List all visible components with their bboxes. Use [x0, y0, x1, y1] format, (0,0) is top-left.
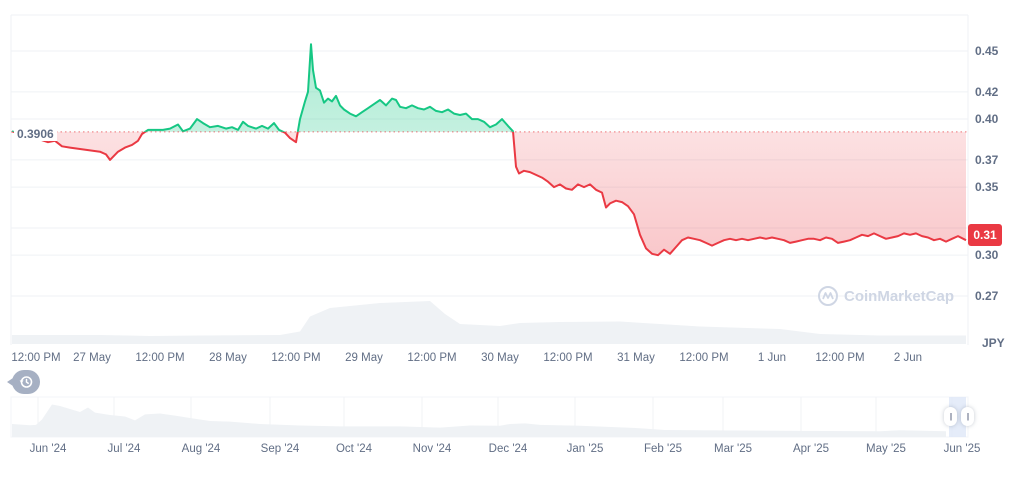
y-tick-label: 0.30: [975, 248, 999, 263]
grid-lines: [11, 50, 968, 297]
x-tick-label: 12:00 PM: [135, 352, 185, 364]
price-line-up: [11, 43, 515, 132]
navigator-tick-label: Jun '25: [943, 443, 981, 455]
fill-above-baseline: [12, 44, 514, 132]
baseline-price-label: 0.3906: [14, 127, 57, 141]
x-tick-label: 12:00 PM: [271, 352, 321, 364]
y-tick-label: 0.42: [975, 84, 999, 99]
x-tick-label: 12:00 PM: [407, 352, 457, 364]
navigator-tick-label: Jan '25: [566, 443, 604, 455]
navigator-tick-label: Jun '24: [29, 443, 67, 455]
navigator-tick-label: Oct '24: [335, 443, 373, 455]
navigator-tick-label: Dec '24: [488, 443, 528, 455]
y-tick-label: 0.27: [975, 289, 999, 303]
x-tick-label: 1 Jun: [757, 352, 787, 364]
currency-label: JPY: [982, 336, 1005, 350]
navigator-left-handle[interactable]: ||: [944, 407, 957, 426]
fill-below-baseline: [12, 131, 966, 256]
grip-icon: ||: [966, 412, 969, 421]
volume-area: [12, 301, 966, 344]
x-tick-label: 12:00 PM: [543, 352, 593, 364]
x-tick-label: 12:00 PM: [815, 352, 865, 364]
navigator-tick-label: Feb '25: [644, 443, 682, 455]
navigator-area: [12, 404, 946, 437]
navigator-tick-label: Nov '24: [412, 443, 452, 455]
navigator-tick-label: Sep '24: [260, 443, 300, 455]
x-tick-label: 2 Jun: [893, 352, 923, 364]
y-tick-label: 0.37: [975, 152, 999, 167]
navigator-tick-label: Mar '25: [714, 443, 752, 455]
navigator-tick-label: Jul '24: [107, 443, 141, 455]
coinmarketcap-logo-icon: [818, 286, 838, 306]
history-button[interactable]: [7, 370, 40, 394]
x-tick-label: 12:00 PM: [679, 352, 729, 364]
navigator-right-handle[interactable]: ||: [961, 407, 974, 426]
x-tick-label: 29 May: [345, 352, 383, 364]
y-tick-label: 0.45: [975, 44, 999, 58]
navigator-tick-label: May '25: [866, 443, 906, 455]
history-icon: [19, 376, 33, 388]
x-tick-label: 31 May: [617, 352, 655, 364]
x-tick-label: 12:00 PM: [11, 352, 61, 364]
navigator-tick-label: Aug '24: [181, 443, 221, 455]
coinmarketcap-watermark: CoinMarketCap: [818, 286, 954, 306]
x-tick-label: 27 May: [73, 352, 111, 364]
navigator-tick-label: Apr '25: [792, 443, 830, 455]
grip-icon: ||: [949, 412, 952, 421]
x-tick-label: 28 May: [209, 352, 247, 364]
watermark-text: CoinMarketCap: [844, 287, 955, 305]
price-line-down: [11, 131, 967, 257]
current-price-badge: 0.31: [968, 224, 1002, 246]
y-tick-label: 0.40: [975, 112, 999, 127]
x-tick-label: 30 May: [481, 352, 519, 364]
y-tick-label: 0.35: [975, 180, 999, 195]
